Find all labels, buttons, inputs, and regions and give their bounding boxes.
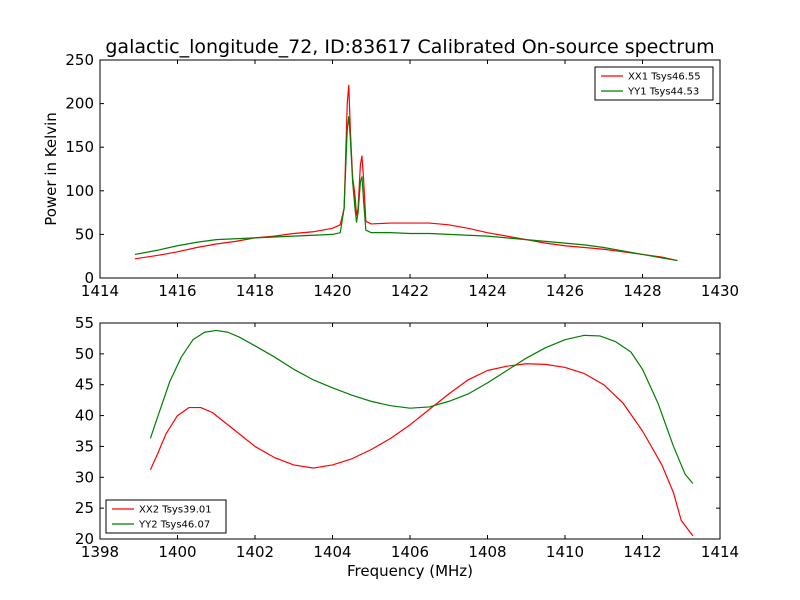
top-y-tick-label: 100 bbox=[65, 182, 94, 200]
top-x-tick-label: 1428 bbox=[623, 282, 661, 300]
top-x-tick-label: 1418 bbox=[236, 282, 274, 300]
bottom-series-line-2 bbox=[149, 329, 694, 484]
top-y-tick-label: 50 bbox=[75, 225, 94, 243]
top-legend-label-2: YY1 Tsys44.53 bbox=[627, 87, 699, 98]
top-y-tick-label: 200 bbox=[65, 95, 94, 113]
bottom-legend: XX2 Tsys39.01 YY2 Tsys46.07 bbox=[105, 499, 227, 534]
top-legend-label-1: XX1 Tsys46.55 bbox=[628, 72, 701, 83]
top-legend-box bbox=[594, 66, 714, 101]
bottom-y-tick-label: 55 bbox=[75, 314, 94, 332]
top-x-tick-label: 1420 bbox=[313, 282, 351, 300]
top-panel: 1414 1416 1418 1420 1422 1424 1426 1428 1430 0 50 1… bbox=[42, 51, 739, 300]
top-series-line-2 bbox=[134, 116, 678, 262]
top-y-tick-label: 0 bbox=[84, 269, 94, 287]
chart-title: galactic_longitude_72, ID:83617 Calibrat… bbox=[105, 36, 714, 58]
x-axis-label: Frequency (MHz) bbox=[347, 562, 473, 580]
bottom-x-tick-label: 1408 bbox=[468, 543, 506, 561]
bottom-series-line-1 bbox=[149, 363, 694, 537]
top-legend: XX1 Tsys46.55 YY1 Tsys44.53 bbox=[594, 66, 714, 101]
top-y-tick-label: 150 bbox=[65, 138, 94, 156]
top-x-tick-label: 1414 bbox=[81, 282, 119, 300]
top-x-tick-label: 1426 bbox=[546, 282, 584, 300]
bottom-y-tick-label: 35 bbox=[75, 437, 94, 455]
top-y-tick-label: 250 bbox=[65, 51, 94, 69]
bottom-x-tick-label: 1406 bbox=[391, 543, 429, 561]
top-x-tick-label: 1424 bbox=[468, 282, 506, 300]
bottom-legend-box bbox=[105, 499, 227, 534]
bottom-x-tick-label: 1412 bbox=[623, 543, 661, 561]
bottom-panel: 1398 1400 1402 1404 1406 1408 1410 1412 1414 20 25… bbox=[75, 314, 739, 580]
bottom-y-tick-label: 20 bbox=[75, 530, 94, 548]
bottom-x-tick-label: 1414 bbox=[701, 543, 739, 561]
bottom-x-tick-label: 1404 bbox=[313, 543, 351, 561]
bottom-legend-label-2: YY2 Tsys46.07 bbox=[138, 520, 210, 531]
y-axis-label: Power in Kelvin bbox=[42, 112, 60, 226]
bottom-x-tick-label: 1398 bbox=[81, 543, 119, 561]
bottom-x-tick-label: 1402 bbox=[236, 543, 274, 561]
top-x-tick-label: 1422 bbox=[391, 282, 429, 300]
bottom-y-tick-label: 25 bbox=[75, 499, 94, 517]
bottom-x-tick-label: 1400 bbox=[158, 543, 196, 561]
bottom-x-tick-label: 1410 bbox=[546, 543, 584, 561]
bottom-y-tick-label: 45 bbox=[75, 376, 94, 394]
bottom-y-tick-label: 30 bbox=[75, 468, 94, 486]
bottom-legend-label-1: XX2 Tsys39.01 bbox=[139, 505, 212, 516]
top-x-tick-label: 1430 bbox=[701, 282, 739, 300]
bottom-y-tick-label: 40 bbox=[75, 407, 94, 425]
top-x-tick-label: 1416 bbox=[158, 282, 196, 300]
bottom-y-tick-label: 50 bbox=[75, 345, 94, 363]
